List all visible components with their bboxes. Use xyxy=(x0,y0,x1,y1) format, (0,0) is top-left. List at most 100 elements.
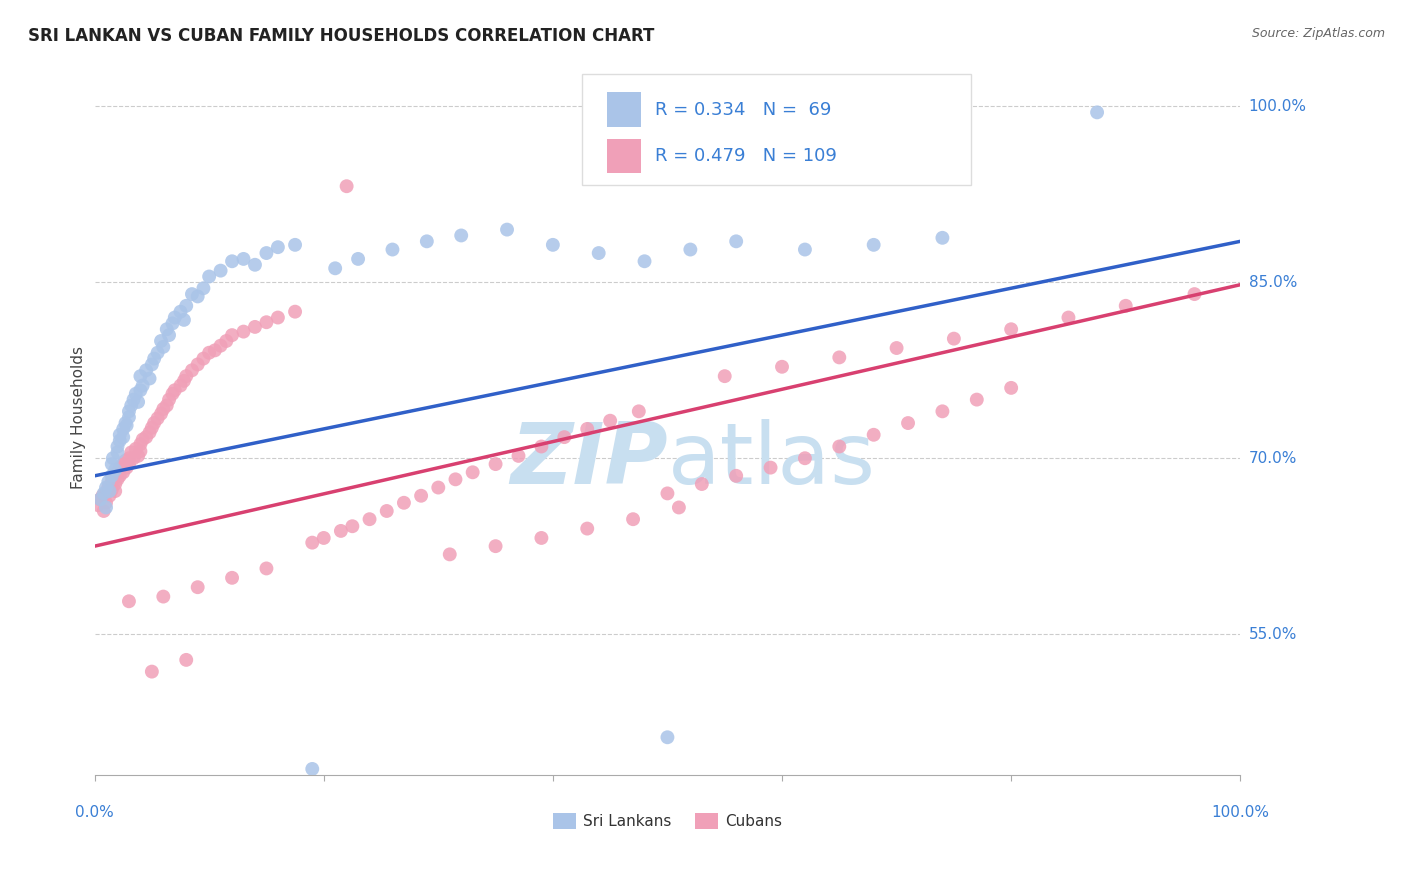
Point xyxy=(152,340,174,354)
Point xyxy=(713,369,735,384)
Point xyxy=(108,468,131,483)
Point xyxy=(169,304,191,318)
Point xyxy=(104,477,127,491)
Point xyxy=(329,524,352,538)
Point xyxy=(138,371,160,385)
Point xyxy=(156,322,179,336)
Point xyxy=(100,457,122,471)
Point xyxy=(122,392,145,407)
Point xyxy=(215,334,238,348)
Point xyxy=(347,252,370,266)
Point xyxy=(146,411,169,425)
Point xyxy=(725,468,748,483)
Point xyxy=(122,451,145,466)
Point xyxy=(100,468,122,483)
Point xyxy=(107,445,129,459)
Point xyxy=(209,263,232,277)
Point xyxy=(416,235,439,249)
Point xyxy=(89,492,111,507)
Point xyxy=(115,418,138,433)
Point xyxy=(209,339,232,353)
Point xyxy=(942,332,965,346)
Point xyxy=(118,410,141,425)
Point xyxy=(221,328,243,343)
Text: Source: ZipAtlas.com: Source: ZipAtlas.com xyxy=(1251,27,1385,40)
Point xyxy=(221,571,243,585)
Point xyxy=(118,451,141,466)
Legend: Sri Lankans, Cubans: Sri Lankans, Cubans xyxy=(547,807,789,835)
Text: atlas: atlas xyxy=(668,418,876,501)
Point xyxy=(101,451,124,466)
Point xyxy=(301,762,323,776)
Point xyxy=(162,386,184,401)
Point xyxy=(87,498,110,512)
Point xyxy=(118,404,141,418)
Point xyxy=(576,522,599,536)
Point xyxy=(181,287,204,301)
Point xyxy=(392,496,415,510)
Point xyxy=(135,430,157,444)
Point xyxy=(141,665,163,679)
Point xyxy=(862,237,884,252)
Point xyxy=(138,425,160,440)
Point xyxy=(966,392,988,407)
Point xyxy=(152,590,174,604)
Point xyxy=(301,535,323,549)
Point xyxy=(1115,299,1137,313)
Point xyxy=(141,358,163,372)
Point xyxy=(254,561,277,575)
Point xyxy=(112,422,135,436)
Point xyxy=(336,179,359,194)
Point xyxy=(118,594,141,608)
Point xyxy=(375,504,398,518)
Point xyxy=(181,363,204,377)
Bar xyxy=(607,139,641,173)
Point xyxy=(143,351,166,366)
Point xyxy=(381,243,404,257)
Point xyxy=(107,465,129,479)
Bar xyxy=(607,93,641,127)
Point xyxy=(120,445,142,459)
Point xyxy=(173,374,195,388)
Point xyxy=(150,334,173,348)
Point xyxy=(770,359,793,374)
Point xyxy=(232,325,254,339)
Text: R = 0.479   N = 109: R = 0.479 N = 109 xyxy=(655,147,837,165)
Point xyxy=(114,416,136,430)
Point xyxy=(93,486,115,500)
Point xyxy=(129,383,152,397)
Point xyxy=(91,489,114,503)
Point xyxy=(198,269,221,284)
Point xyxy=(94,486,117,500)
Point xyxy=(588,246,610,260)
Text: 100.0%: 100.0% xyxy=(1212,805,1270,821)
Point xyxy=(108,460,131,475)
Point xyxy=(174,653,197,667)
Point xyxy=(143,416,166,430)
Point xyxy=(163,383,186,397)
Point xyxy=(254,246,277,260)
Point xyxy=(323,261,346,276)
Point xyxy=(530,440,553,454)
Y-axis label: Family Households: Family Households xyxy=(72,346,86,489)
Point xyxy=(793,451,815,466)
Point xyxy=(633,254,655,268)
Point xyxy=(484,539,506,553)
Point xyxy=(284,304,307,318)
Point xyxy=(94,496,117,510)
Point xyxy=(129,444,152,458)
Point xyxy=(104,484,127,499)
Point xyxy=(931,231,953,245)
Point xyxy=(100,475,122,489)
Point xyxy=(484,457,506,471)
Text: 55.0%: 55.0% xyxy=(1249,626,1296,641)
Point xyxy=(112,457,135,471)
Point xyxy=(267,310,290,325)
Point xyxy=(221,254,243,268)
Point xyxy=(193,351,215,366)
Point xyxy=(100,483,122,497)
Point xyxy=(450,228,472,243)
Point xyxy=(1184,287,1206,301)
Point xyxy=(657,486,679,500)
Point xyxy=(342,519,364,533)
